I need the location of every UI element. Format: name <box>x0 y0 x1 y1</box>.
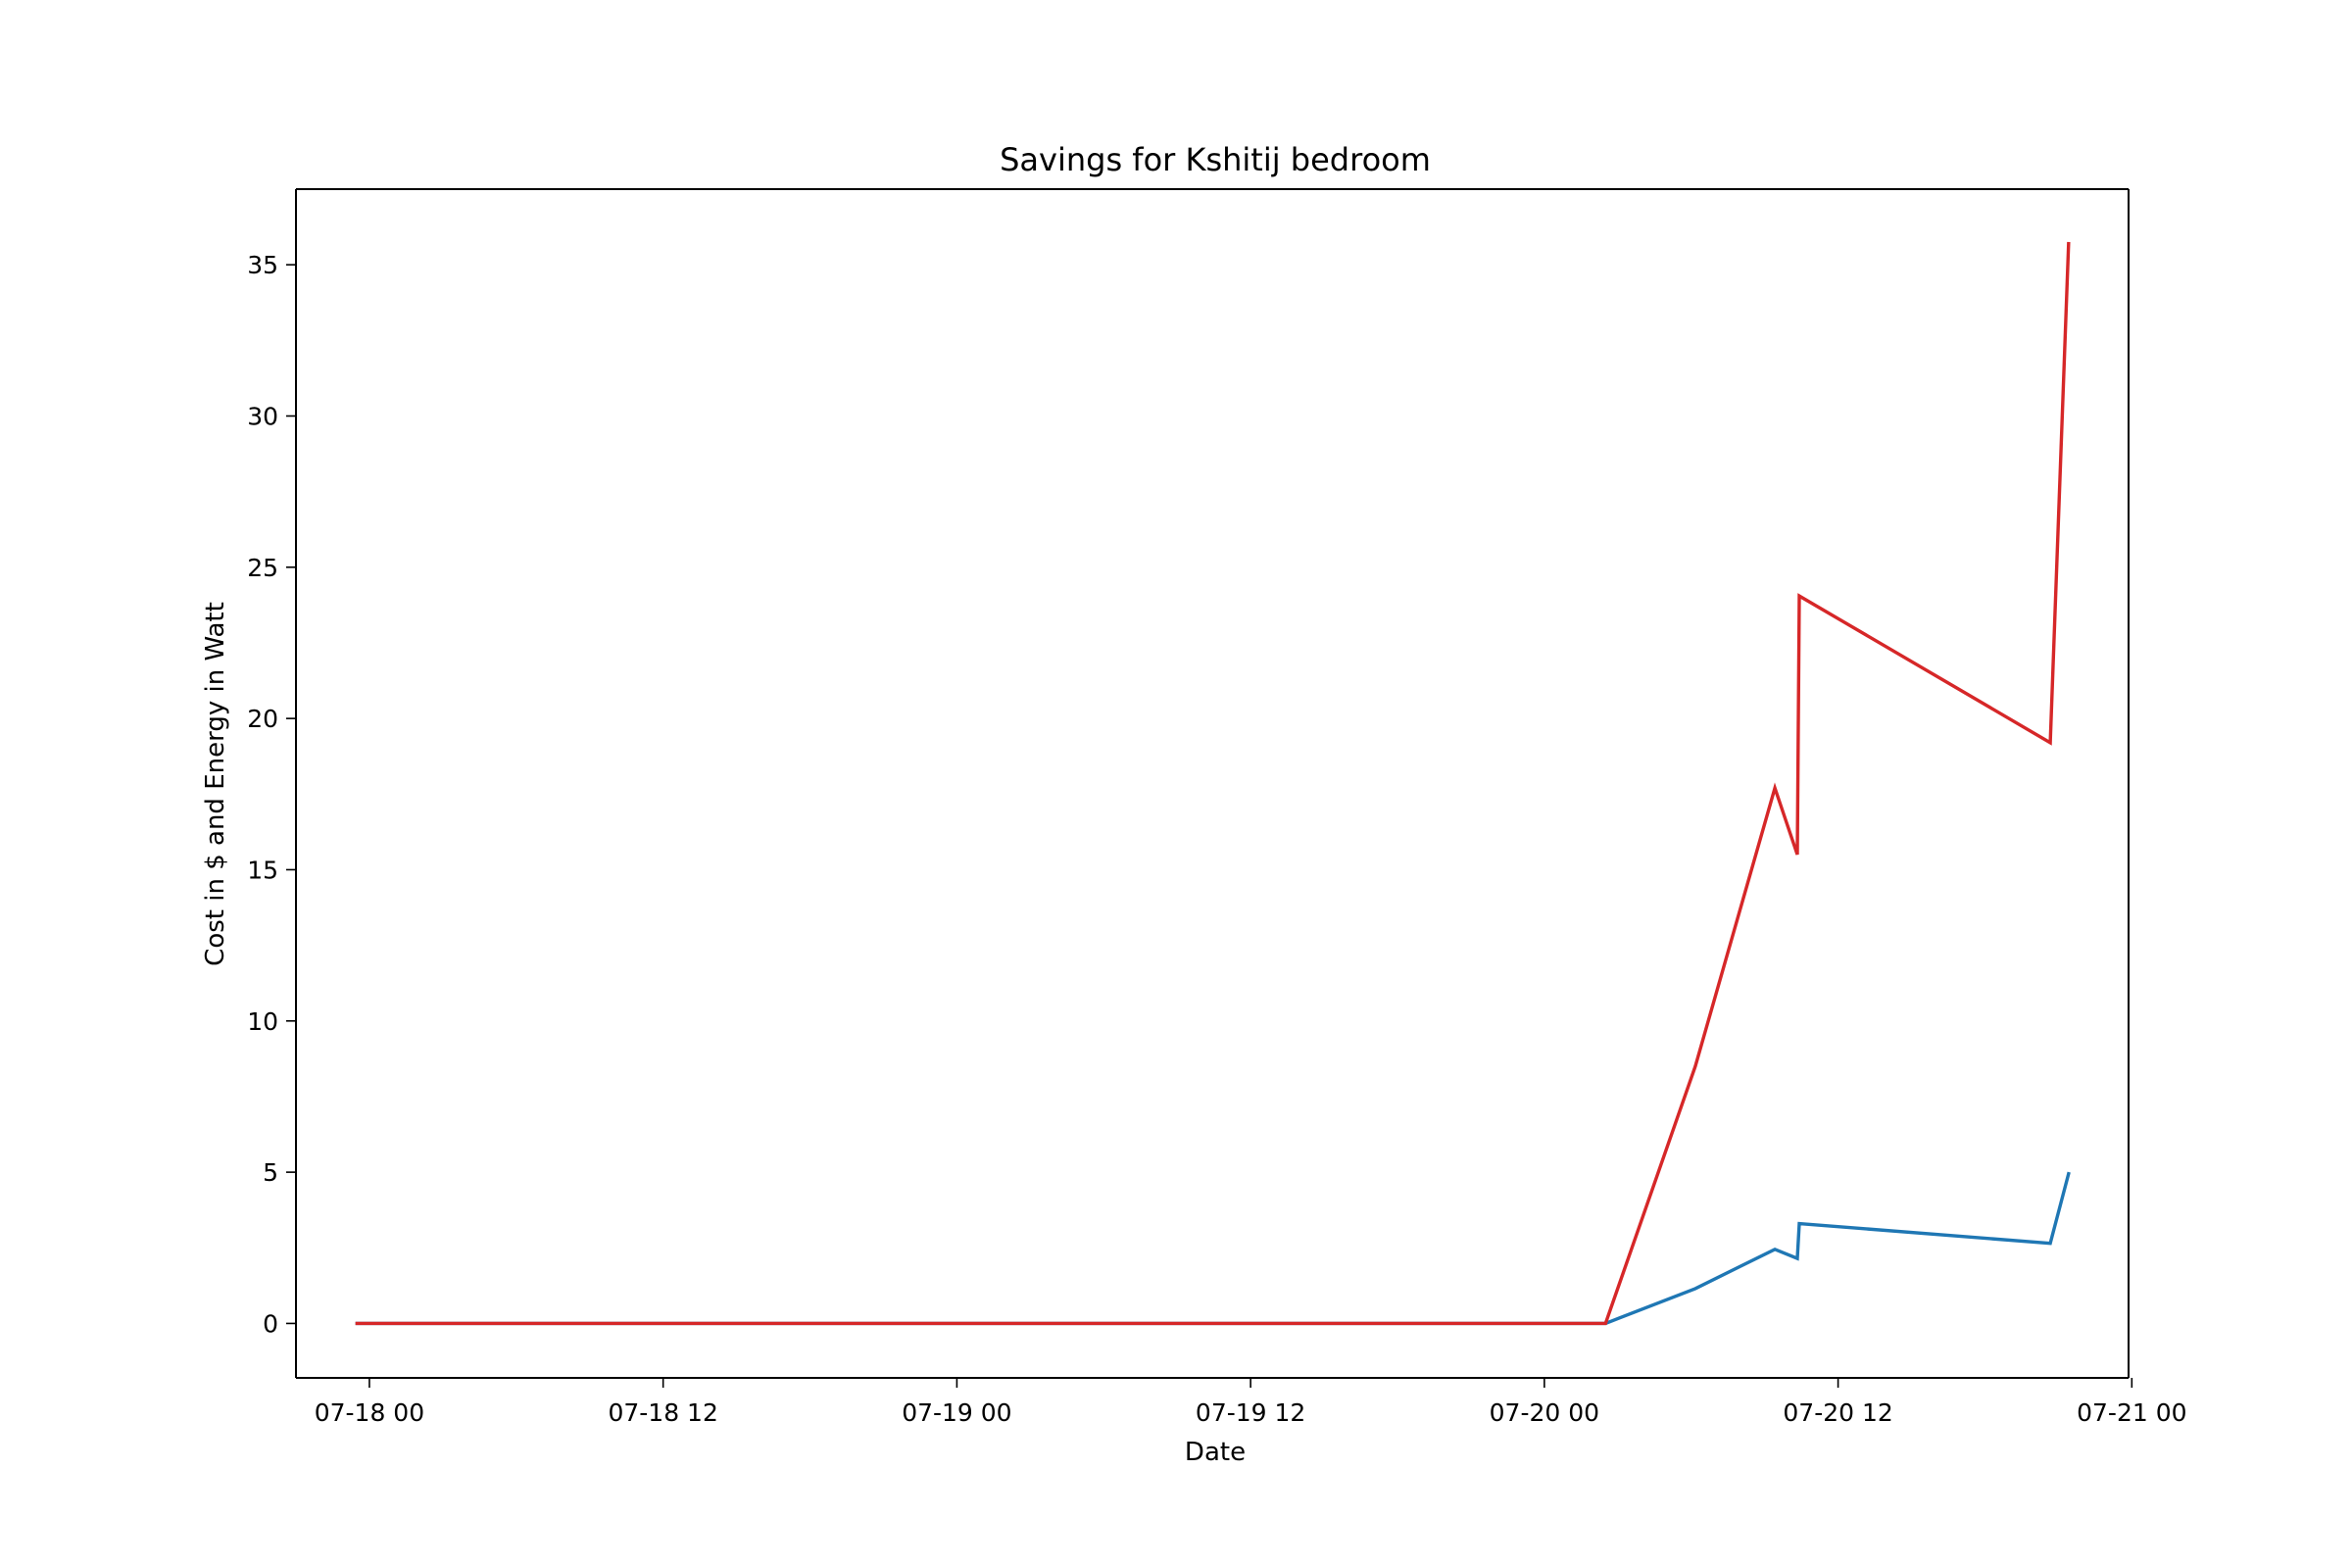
plot-area <box>296 189 2129 1378</box>
x-tick-label: 07-20 12 <box>1783 1398 1892 1427</box>
y-tick-label: 30 <box>247 402 278 430</box>
y-tick-label: 25 <box>247 554 278 582</box>
axes-layer: 07-18 00 07-18 12 07-19 00 07-19 12 07-20 00… <box>247 188 2187 1427</box>
x-tick-label: 07-18 12 <box>608 1398 717 1427</box>
chart-title: Savings for Kshitij bedroom <box>1000 141 1431 178</box>
y-tick-label: 5 <box>263 1158 278 1187</box>
plot-background <box>296 189 2129 1378</box>
series-line-1 <box>355 1171 2071 1326</box>
y-tick-label: 0 <box>263 1309 278 1338</box>
series-layer <box>355 241 2071 1326</box>
y-axis-label: Cost in $ and Energy in Watt <box>201 602 230 966</box>
x-tick-label: 07-18 00 <box>315 1398 424 1427</box>
y-tick-label: 35 <box>247 251 278 279</box>
series-line-2 <box>355 241 2071 1326</box>
y-tick-label: 20 <box>247 705 278 733</box>
x-tick-label: 07-20 00 <box>1490 1398 1599 1427</box>
x-tick-label: 07-19 00 <box>902 1398 1011 1427</box>
x-axis-label: Date <box>1185 1438 1246 1467</box>
y-tick-label: 10 <box>247 1007 278 1036</box>
y-tick-label: 15 <box>247 856 278 884</box>
x-tick-label: 07-19 12 <box>1196 1398 1305 1427</box>
x-tick-label: 07-21 00 <box>2077 1398 2186 1427</box>
